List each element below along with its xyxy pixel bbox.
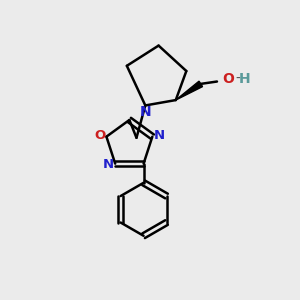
Text: O: O <box>222 72 234 86</box>
Text: H: H <box>238 72 250 86</box>
Text: N: N <box>103 158 114 171</box>
Text: O: O <box>94 129 106 142</box>
Text: N: N <box>140 105 151 119</box>
Polygon shape <box>176 81 202 100</box>
Text: N: N <box>153 129 164 142</box>
Text: -: - <box>236 72 241 86</box>
